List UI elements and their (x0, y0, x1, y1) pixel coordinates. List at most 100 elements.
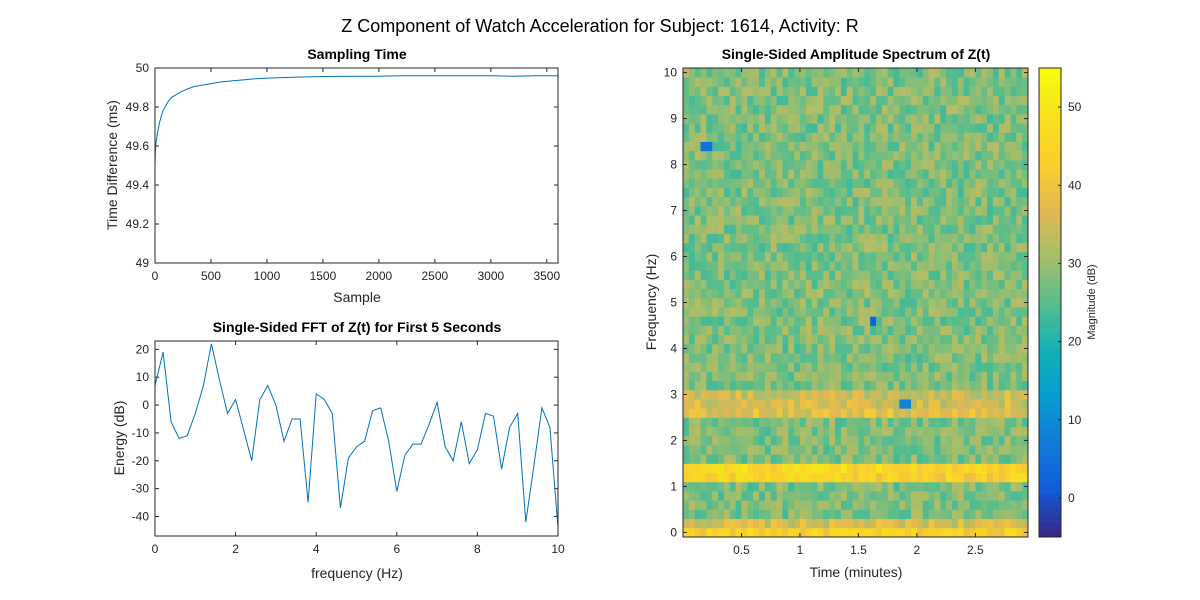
spectrogram-cell (794, 95, 801, 106)
spectrogram-cell (741, 297, 748, 308)
spectrogram-cell (946, 325, 953, 336)
spectrogram-cell (718, 86, 725, 96)
spectrogram-cell (718, 251, 725, 262)
spectrogram-cell (805, 472, 813, 483)
spectrogram-cell (852, 77, 859, 87)
spectrogram-cell (893, 353, 900, 363)
spectrogram-cell (905, 371, 912, 382)
spectrogram-cell (946, 178, 953, 188)
spectrogram-cell (858, 150, 865, 161)
spectrogram-cell (951, 472, 959, 483)
spectrogram-cell (864, 86, 871, 96)
spectrogram-cell (916, 389, 924, 400)
spectrogram-cell (776, 196, 783, 207)
spectrogram-cell (981, 224, 988, 234)
spectrogram-cell (788, 389, 795, 400)
sampling-time-xtick-label: 3000 (477, 269, 504, 283)
spectrogram-cell (788, 261, 795, 271)
spectrogram-cell (957, 251, 965, 262)
spectrogram-cell (741, 353, 748, 363)
spectrogram-cell (963, 150, 970, 161)
spectrogram-cell (846, 224, 853, 234)
spectrogram-cell (753, 205, 760, 216)
spectrogram-cell (975, 251, 982, 262)
spectrogram-cell (951, 150, 959, 161)
spectrogram-cell (1004, 491, 1011, 501)
spectrogram-cell (957, 472, 965, 483)
spectrogram-cell (934, 527, 941, 538)
spectrogram-cell (875, 445, 883, 455)
spectrogram-cell (741, 463, 748, 474)
spectrogram-cell (794, 316, 801, 326)
spectrogram-cell (928, 435, 935, 446)
spectrogram-cell (712, 297, 719, 308)
spectrogram-cell (764, 445, 772, 455)
spectrogram-cell (987, 472, 994, 483)
spectrogram-cell (835, 343, 842, 354)
spectrogram-cell (934, 454, 941, 464)
sampling-time-series-line (154, 75, 558, 166)
spectrogram-cell (951, 491, 959, 501)
spectrogram-cell (723, 169, 731, 179)
spectrogram-cell (782, 481, 789, 492)
spectrogram-cell (688, 389, 696, 400)
spectrogram-cell (683, 104, 690, 115)
spectrogram-cell (805, 527, 813, 538)
spectrogram-cell (875, 95, 883, 106)
spectrogram-cell (688, 297, 696, 308)
spectrogram-cell (992, 169, 1000, 179)
spectrogram-cell (957, 196, 965, 207)
spectrogram-cell (963, 187, 970, 198)
spectrogram-cell (922, 150, 929, 161)
spectrogram-cell (788, 224, 795, 234)
spectrogram-cell (1016, 325, 1023, 336)
spectrogram-cell (864, 233, 871, 244)
spectrogram-cell (875, 297, 883, 308)
spectrogram-cell (1010, 261, 1017, 271)
spectrogram-cell (759, 123, 766, 133)
spectrogram-cell (893, 187, 900, 198)
spectrogram-cell (905, 261, 912, 271)
spectrogram-cell (718, 500, 725, 510)
spectrogram-cell (1010, 95, 1017, 106)
spectrogram-cell (1004, 113, 1011, 124)
spectrogram-cell (723, 380, 731, 391)
spectrogram-cell (1022, 518, 1029, 529)
spectrogram-cell (858, 362, 865, 372)
spectrogram-cell (840, 417, 848, 428)
spectrogram-cell (992, 307, 1000, 317)
spectrogram-cell (957, 215, 965, 225)
spectrogram-cell (1022, 353, 1029, 363)
spectrogram-cell (922, 297, 929, 308)
spectrogram-cell (799, 408, 807, 418)
spectrogram-cell (998, 141, 1006, 152)
colorbar-swatch (1039, 119, 1061, 128)
spectrogram-cell (881, 288, 889, 299)
spectrogram-cell (741, 86, 748, 96)
spectrogram-cell (759, 481, 766, 492)
spectrogram-cell (706, 169, 713, 179)
colorbar-swatch (1039, 317, 1061, 325)
spectrogram-cell (981, 454, 988, 464)
spectrogram-cell (723, 224, 731, 234)
spectrogram-cell (712, 426, 719, 437)
spectrogram-cell (981, 242, 988, 253)
spectrogram-cell (764, 426, 772, 437)
sampling-time-ytick-label: 50 (136, 61, 150, 75)
spectrogram-cell (706, 527, 713, 538)
spectrogram-cell (846, 426, 853, 437)
spectrogram-cell (1022, 141, 1029, 152)
spectrogram-cell (817, 196, 824, 207)
spectrogram-cell (753, 509, 760, 520)
spectrogram-cell (799, 132, 807, 142)
spectrogram-cell (922, 518, 929, 529)
spectrogram-cell (957, 325, 965, 336)
spectrogram-cell (916, 500, 924, 510)
spectrogram-cell (963, 233, 970, 244)
spectrogram-cell (987, 270, 994, 280)
spectrogram-cell (712, 325, 719, 336)
spectrogram-cell (776, 261, 783, 271)
spectrogram-cell (782, 389, 789, 400)
spectrogram-cell (905, 472, 912, 483)
spectrogram-cell (992, 251, 1000, 262)
